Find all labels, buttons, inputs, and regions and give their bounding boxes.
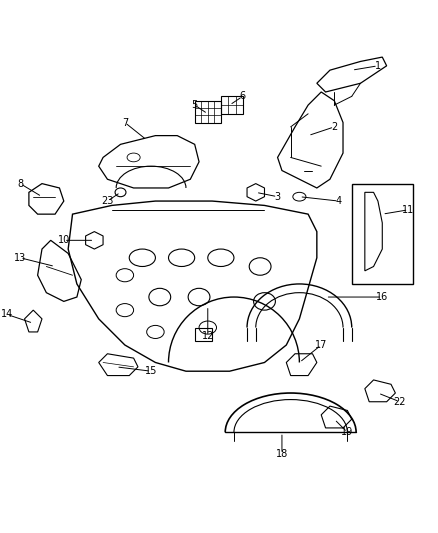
Text: 4: 4: [335, 196, 341, 206]
Text: 1: 1: [374, 61, 380, 71]
Bar: [194, 328, 212, 341]
Text: 13: 13: [14, 253, 26, 263]
Text: 19: 19: [340, 427, 353, 437]
Text: 17: 17: [314, 340, 327, 350]
Text: 2: 2: [330, 122, 337, 132]
Bar: [351, 183, 412, 284]
Text: 3: 3: [274, 192, 280, 201]
Text: 15: 15: [145, 366, 157, 376]
Text: 12: 12: [201, 332, 213, 341]
Text: 11: 11: [401, 205, 413, 215]
Bar: [220, 96, 242, 114]
Text: 14: 14: [1, 310, 13, 319]
Text: 8: 8: [17, 179, 23, 189]
Bar: [194, 101, 220, 123]
Text: 6: 6: [239, 91, 245, 101]
Text: 18: 18: [275, 449, 287, 459]
Text: 16: 16: [375, 292, 388, 302]
Text: 23: 23: [101, 196, 113, 206]
Text: 5: 5: [191, 100, 198, 110]
Text: 22: 22: [392, 397, 405, 407]
Text: 7: 7: [121, 118, 128, 127]
Text: 10: 10: [57, 236, 70, 245]
